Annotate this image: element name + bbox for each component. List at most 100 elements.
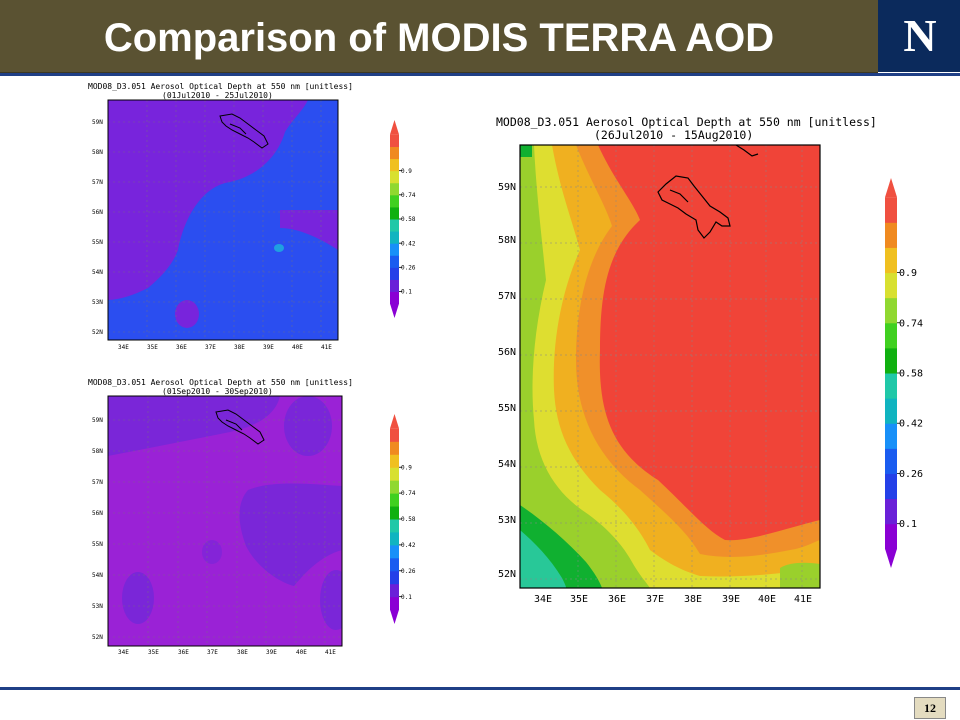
y-tick-label: 55N [498, 403, 516, 414]
colorbar-segment [885, 347, 897, 374]
y-tick-label: 52N [498, 569, 516, 580]
colorbar-segment [390, 583, 399, 598]
colorbar-segment [885, 197, 897, 223]
y-tick-label: 53N [92, 299, 103, 306]
colorbar-segment [390, 219, 399, 232]
colorbar-arrow-high [885, 178, 897, 198]
colorbar-segment [885, 322, 897, 349]
x-tick-label: 41E [325, 649, 336, 656]
colorbar-segment [885, 398, 897, 424]
y-tick-label: 54N [498, 459, 516, 470]
map-title: MOD08_D3.051 Aerosol Optical Depth at 55… [88, 378, 353, 396]
x-tick-label: 37E [205, 344, 216, 351]
colorbar-segment [885, 297, 897, 324]
colorbar-label: 0.58 [899, 369, 923, 380]
x-tick-label: 41E [794, 594, 812, 605]
map-title-text: MOD08_D3.051 Aerosol Optical Depth at 55… [88, 82, 353, 91]
y-tick-label: 57N [92, 179, 103, 186]
x-tick-label: 36E [608, 594, 626, 605]
colorbar-label: 0.58 [401, 516, 416, 523]
aod-map-aug: MOD08_D3.051 Aerosol Optical Depth at 55… [496, 115, 923, 605]
colorbar-segment [390, 506, 399, 520]
colorbar: 0.1 0.26 0.42 0.58 0.74 0.9 [390, 414, 416, 624]
y-tick-label: 53N [92, 603, 103, 610]
colorbar-arrow-high [390, 120, 399, 135]
map-subtitle-text: (26Jul2010 - 15Aug2010) [594, 128, 753, 142]
colorbar-segment [390, 544, 399, 559]
colorbar-segment [390, 596, 399, 611]
colorbar-segment [885, 423, 897, 449]
x-tick-label: 37E [207, 649, 218, 656]
colorbar-arrow-low [390, 609, 399, 624]
colorbar-arrow-low [885, 548, 897, 568]
y-tick-label: 59N [92, 119, 103, 126]
colorbar-segment [885, 448, 897, 474]
y-tick-label: 58N [92, 149, 103, 156]
colorbar: 0.1 0.26 0.42 0.58 0.74 0.9 [885, 178, 923, 568]
colorbar-label: 0.74 [401, 192, 416, 199]
aod-map-sep: MOD08_D3.051 Aerosol Optical Depth at 55… [88, 378, 416, 656]
logo-letter: N [903, 10, 936, 61]
x-tick-label: 39E [266, 649, 277, 656]
y-tick-labels: 52N 53N 54N 55N 56N 57N 58N 59N [92, 119, 103, 336]
y-tick-label: 52N [92, 634, 103, 641]
y-tick-label: 56N [92, 209, 103, 216]
y-tick-label: 57N [498, 291, 516, 302]
colorbar-segment [390, 441, 399, 455]
colorbar-segment [390, 146, 399, 160]
x-tick-labels: 34E 35E 36E 37E 38E 39E 40E 41E [534, 594, 812, 605]
colorbar-label: 0.26 [899, 469, 923, 480]
map-title: MOD08_D3.051 Aerosol Optical Depth at 55… [88, 82, 353, 100]
x-tick-label: 35E [148, 649, 159, 656]
colorbar-segment [390, 182, 399, 196]
x-tick-label: 38E [237, 649, 248, 656]
y-tick-label: 58N [92, 448, 103, 455]
colorbar-label: 0.9 [899, 268, 917, 279]
colorbar-segment [390, 454, 399, 468]
lake-outline [657, 144, 759, 239]
colorbar-segment [390, 493, 399, 507]
y-tick-labels: 52N 53N 54N 55N 56N 57N 58N 59N [498, 182, 516, 580]
colorbar-label: 0.1 [401, 594, 412, 601]
x-tick-label: 35E [147, 344, 158, 351]
colorbar-label: 0.42 [899, 419, 923, 430]
y-tick-label: 57N [92, 479, 103, 486]
aod-field [108, 100, 338, 340]
x-tick-label: 35E [570, 594, 588, 605]
colorbar-label: 0.1 [899, 519, 917, 530]
x-tick-label: 38E [684, 594, 702, 605]
y-tick-label: 56N [92, 510, 103, 517]
x-tick-label: 41E [321, 344, 332, 351]
colorbar-label: 0.9 [401, 464, 412, 471]
colorbar: 0.1 0.26 0.42 0.58 0.74 0.9 [390, 120, 416, 318]
colorbar-segment [390, 279, 399, 293]
x-tick-label: 38E [234, 344, 245, 351]
footer-rule [0, 687, 960, 690]
colorbar-segment [390, 255, 399, 268]
x-tick-label: 40E [296, 649, 307, 656]
colorbar-segment [390, 194, 399, 208]
y-tick-label: 54N [92, 269, 103, 276]
colorbar-label: 0.42 [401, 240, 416, 247]
colorbar-segment [390, 570, 399, 585]
x-tick-label: 40E [758, 594, 776, 605]
colorbar-label: 0.42 [401, 542, 416, 549]
aod-field [108, 396, 342, 646]
y-tick-label: 52N [92, 329, 103, 336]
grid [108, 396, 342, 646]
grid [108, 100, 338, 340]
colorbar-segment [390, 519, 399, 533]
colorbar-segment [390, 467, 399, 481]
colorbar-segment [390, 480, 399, 494]
colorbar-segment [390, 557, 399, 572]
colorbar-segment [390, 158, 399, 172]
x-tick-label: 36E [176, 344, 187, 351]
x-tick-label: 34E [118, 344, 129, 351]
aod-field [520, 145, 820, 588]
colorbar-label: 0.26 [401, 568, 416, 575]
map-title-text: MOD08_D3.051 Aerosol Optical Depth at 55… [88, 378, 353, 387]
colorbar-segment [390, 428, 399, 442]
colorbar-label: 0.74 [401, 490, 416, 497]
colorbar-segment [390, 267, 399, 280]
y-tick-label: 58N [498, 235, 516, 246]
